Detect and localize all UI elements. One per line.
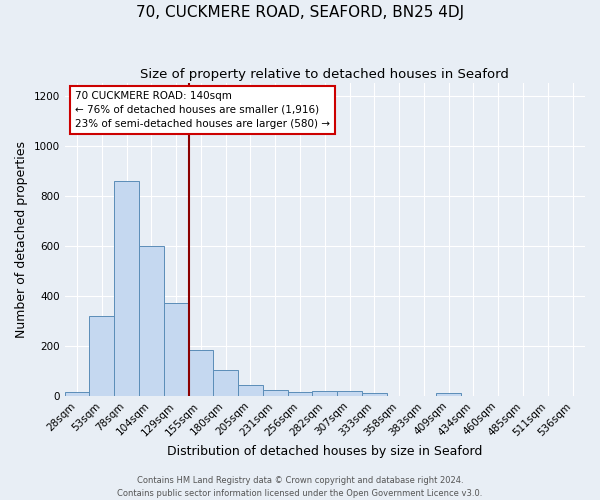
Bar [89, 316, 114, 396]
Bar [139, 246, 164, 396]
Bar [114, 180, 139, 396]
Bar [287, 392, 313, 396]
Bar [188, 350, 214, 396]
Bar [436, 393, 461, 396]
Bar [263, 390, 287, 396]
Bar [164, 304, 188, 396]
Text: 70 CUCKMERE ROAD: 140sqm
← 76% of detached houses are smaller (1,916)
23% of sem: 70 CUCKMERE ROAD: 140sqm ← 76% of detach… [75, 91, 330, 129]
X-axis label: Distribution of detached houses by size in Seaford: Distribution of detached houses by size … [167, 444, 482, 458]
Bar [65, 392, 89, 396]
Bar [313, 391, 337, 396]
Text: 70, CUCKMERE ROAD, SEAFORD, BN25 4DJ: 70, CUCKMERE ROAD, SEAFORD, BN25 4DJ [136, 5, 464, 20]
Bar [238, 384, 263, 396]
Text: Contains HM Land Registry data © Crown copyright and database right 2024.
Contai: Contains HM Land Registry data © Crown c… [118, 476, 482, 498]
Bar [214, 370, 238, 396]
Y-axis label: Number of detached properties: Number of detached properties [15, 141, 28, 338]
Bar [362, 394, 387, 396]
Bar [337, 391, 362, 396]
Title: Size of property relative to detached houses in Seaford: Size of property relative to detached ho… [140, 68, 509, 80]
